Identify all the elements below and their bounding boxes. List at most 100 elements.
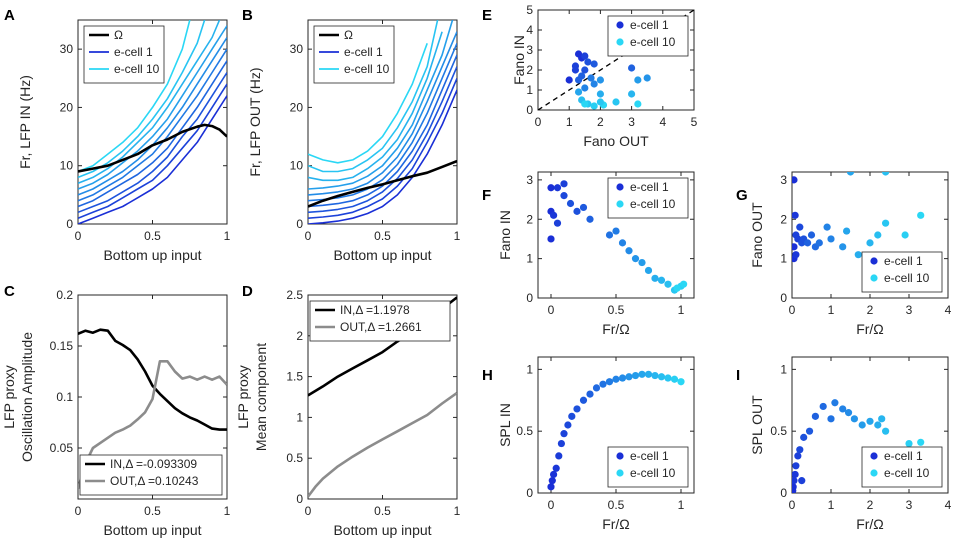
scatter-point [796,223,804,231]
series-line-e-cell-10 [308,43,428,164]
scatter-point [804,239,812,247]
x-tick-label: 0.5 [374,504,391,518]
scatter-point [596,90,605,98]
scatter-point [547,483,555,491]
scatter-point [590,60,598,68]
scatter-point [901,231,909,239]
data-layer [547,180,688,294]
scatter-point [584,58,592,66]
scatter-point [844,409,853,417]
scatter-point [800,433,808,441]
y-tick-label: 0 [526,486,533,500]
scatter-point [555,452,563,460]
legend-label: e-cell 1 [114,45,153,59]
y-axis-label-line2: Mean component [253,343,269,451]
scatter-point [548,477,556,485]
x-tick-label: 1 [828,498,835,512]
legend-marker [870,274,878,282]
series-line-e-cell-3 [78,72,227,214]
scatter-point [568,412,576,420]
legend: e-cell 1 e-cell 10 [607,446,689,488]
x-axis-label: Bottom up input [103,247,201,263]
series-line- [78,123,227,173]
y-axis-label: Fr, LFP IN (Hz) [17,75,33,169]
y-tick-label: 20 [290,100,304,114]
scatter-point [560,430,568,438]
scatter-point [628,90,636,98]
scatter-point [628,64,636,72]
legend-label: e-cell 1 [884,254,923,268]
scatter-point [638,258,646,267]
scatter-point [618,374,627,382]
scatter-point [805,427,814,435]
x-tick-label: 1 [224,504,231,518]
scatter-point [878,415,886,423]
x-tick-label: 3 [906,498,913,512]
x-tick-label: 0.5 [144,504,161,518]
scatter-point [581,52,589,60]
y-tick-label: 0 [296,217,303,231]
legend-marker [616,183,624,191]
y-tick-label: 4 [526,23,533,37]
scatter-point [565,76,573,84]
x-tick-label: 1 [224,229,231,243]
x-axis-label: Fr/Ω [602,516,630,532]
scatter-point [664,374,672,382]
x-tick-label: 2 [597,115,604,129]
y-tick-label: 3 [526,173,533,187]
y-tick-label: 30 [290,42,304,56]
scatter-point [673,284,681,292]
scatter-point [792,470,799,479]
y-tick-label: 0.1 [56,390,73,404]
series-line-e-cell-2 [308,77,457,219]
panel-letter: H [482,367,493,384]
scatter-point [590,102,598,110]
x-tick-label: 1 [454,229,461,243]
legend-marker [870,257,878,265]
x-tick-label: 0 [305,504,312,518]
scatter-point [579,396,588,404]
y-tick-label: 0 [526,291,533,305]
y-axis-label: LFP proxy [1,365,17,429]
y-tick-label: 2 [526,63,533,77]
scatter-point [596,76,605,84]
x-tick-label: 1 [678,498,685,512]
series-line-e-cell-8 [308,31,443,182]
scatter-point [581,84,589,92]
x-tick-label: 0 [535,115,542,129]
y-tick-label: 1 [780,362,787,376]
scatter-point [574,88,583,96]
scatter-point [618,239,627,247]
y-tick-label: 2 [780,212,787,226]
scatter-point [819,402,827,411]
scatter-point [605,231,614,239]
series-line- [308,159,457,208]
panel-h: H 0 0.5 1 0 0.5 1 Fr/Ω SPL IN e-cell 1 e-cell 10 [482,356,695,532]
scatter-point [792,211,799,219]
x-tick-label: 0 [789,303,796,317]
scatter-point [634,100,642,108]
scatter-point [553,184,562,192]
scatter-point [586,215,594,223]
legend-label: e-cell 1 [344,45,383,59]
scatter-point [917,211,925,219]
scatter-point [651,274,659,282]
scatter-point [599,380,607,388]
scatter-point [571,66,580,74]
scatter-point [564,421,572,429]
legend: IN,Δ =1.1978 OUT,Δ =1.2661 [309,300,451,342]
y-tick-label: 1.5 [286,370,303,384]
scatter-point [643,74,651,82]
y-axis-label: Fano IN [497,210,513,260]
legend-label: e-cell 10 [344,62,390,76]
scatter-point [657,276,666,284]
panel-letter: I [736,367,740,384]
scatter-point [586,390,594,398]
series-line-e-cell-4 [78,60,227,208]
scatter-point [590,80,598,88]
scatter-point [657,373,666,381]
series-line-e-cell-8 [78,20,221,184]
legend: e-cell 1 e-cell 10 [861,251,943,293]
